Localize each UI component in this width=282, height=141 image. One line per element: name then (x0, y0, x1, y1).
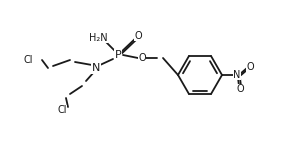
Text: P: P (114, 50, 121, 60)
Text: O: O (138, 53, 146, 63)
Text: N: N (233, 70, 241, 80)
Text: O: O (236, 84, 244, 94)
Text: O: O (134, 31, 142, 41)
Text: H₂N: H₂N (89, 33, 107, 43)
Text: O: O (246, 62, 254, 72)
Text: N: N (92, 63, 100, 73)
Text: Cl: Cl (23, 55, 33, 65)
Text: Cl: Cl (57, 105, 67, 115)
